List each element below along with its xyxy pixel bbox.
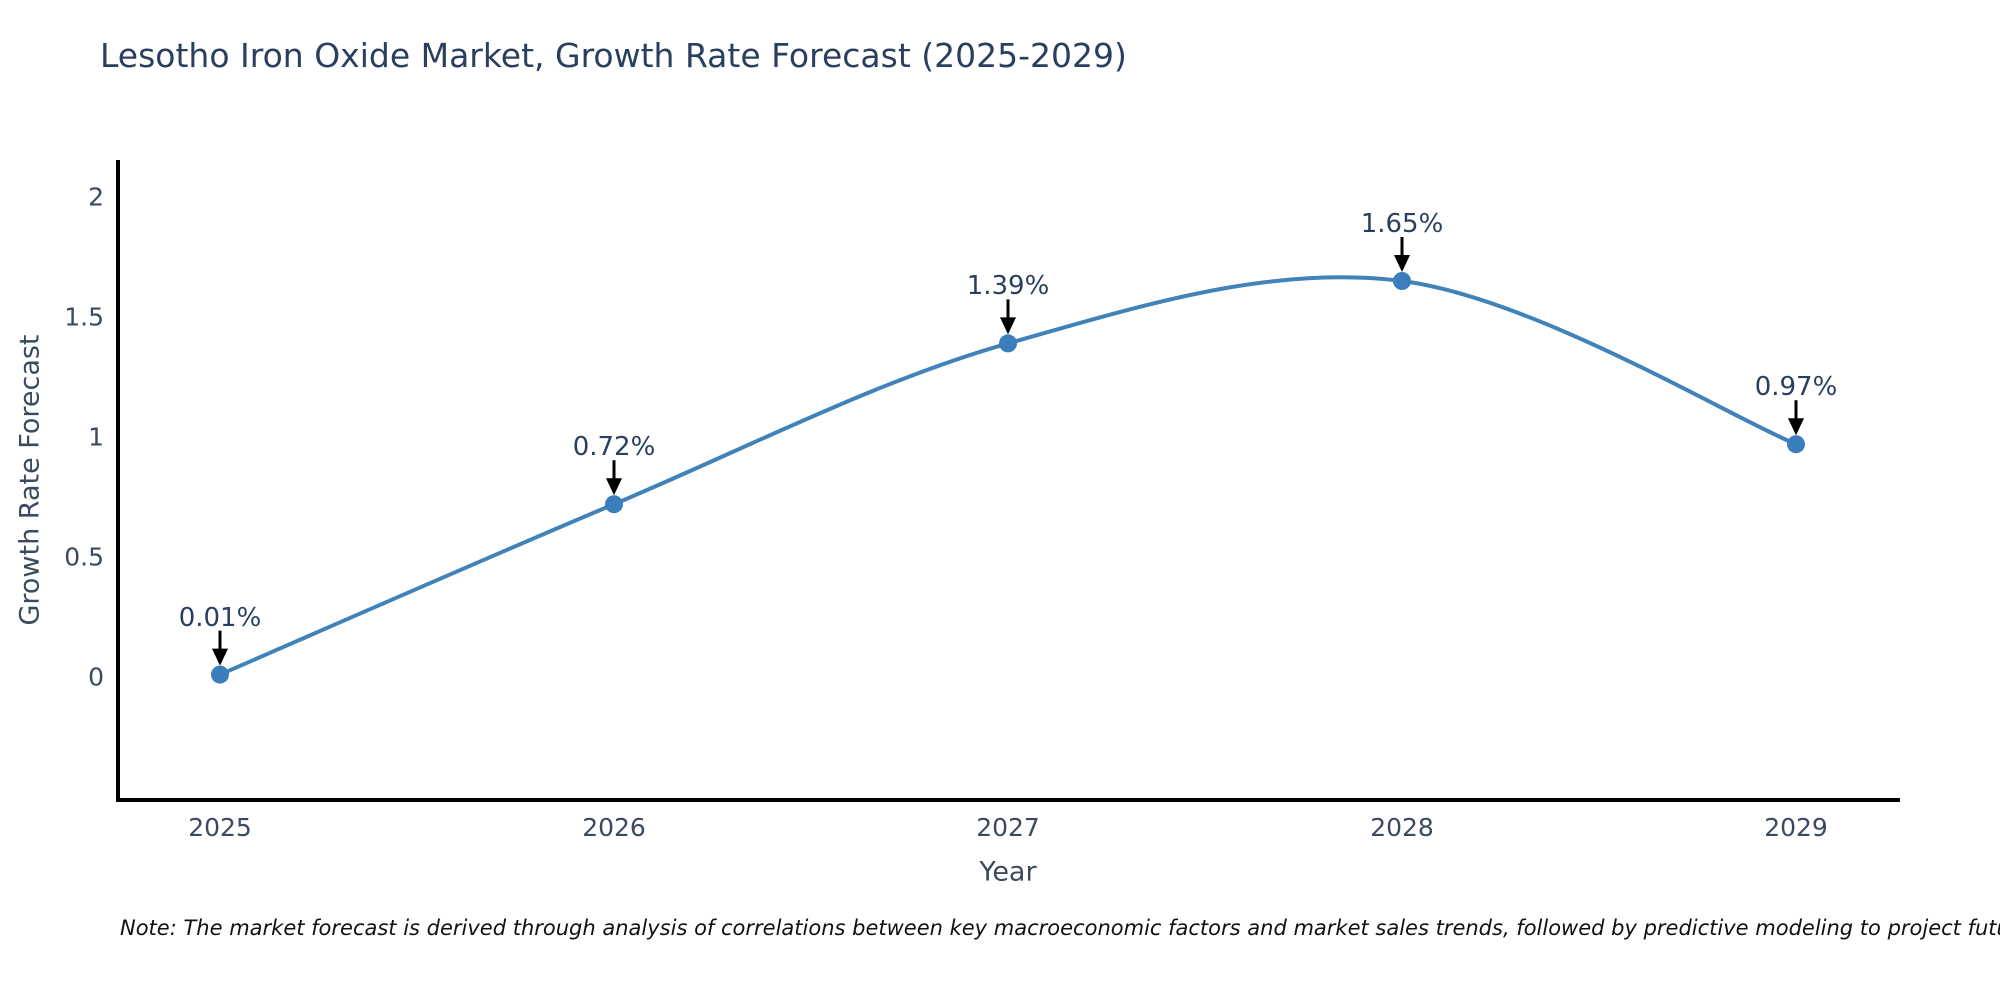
- footnote: Note: The market forecast is derived thr…: [120, 916, 2000, 940]
- y-tick-label: 1.5: [64, 302, 104, 332]
- annotation-arrows-layer: [212, 237, 1804, 666]
- annotation-arrowhead-icon: [1000, 317, 1016, 335]
- data-point-value-label: 0.01%: [178, 602, 262, 633]
- y-tick-label: 2: [88, 182, 104, 212]
- annotation-arrowhead-icon: [1394, 255, 1410, 272]
- annotation-arrowhead-icon: [1788, 418, 1804, 436]
- data-point-value-label: 1.39%: [966, 271, 1050, 302]
- data-point-value-label: 1.65%: [1360, 209, 1444, 239]
- chart-title: Lesotho Iron Oxide Market, Growth Rate F…: [100, 36, 1127, 75]
- annotation-arrowhead-icon: [212, 648, 228, 666]
- data-point-value-label: 0.97%: [1754, 372, 1838, 403]
- data-point[interactable]: [999, 334, 1017, 353]
- x-axis-title: Year: [979, 856, 1037, 888]
- series-layer: [211, 272, 1805, 684]
- data-point[interactable]: [211, 665, 229, 684]
- data-point-value-label: 0.72%: [572, 432, 656, 463]
- x-tick-label: 2027: [976, 813, 1040, 842]
- y-tick-label: 0: [88, 662, 104, 692]
- x-tick-label: 2028: [1370, 813, 1434, 842]
- y-tick-label: 1: [88, 422, 104, 452]
- y-tick-label: 0.5: [64, 542, 104, 572]
- x-tick-label: 2026: [582, 813, 646, 842]
- x-tick-label: 2025: [188, 813, 252, 842]
- y-axis-title: Growth Rate Forecast: [14, 334, 46, 626]
- data-point[interactable]: [1393, 272, 1411, 290]
- data-point[interactable]: [1787, 435, 1805, 454]
- annotation-arrowhead-icon: [606, 478, 622, 496]
- data-point[interactable]: [605, 495, 623, 514]
- x-tick-label: 2029: [1764, 813, 1828, 842]
